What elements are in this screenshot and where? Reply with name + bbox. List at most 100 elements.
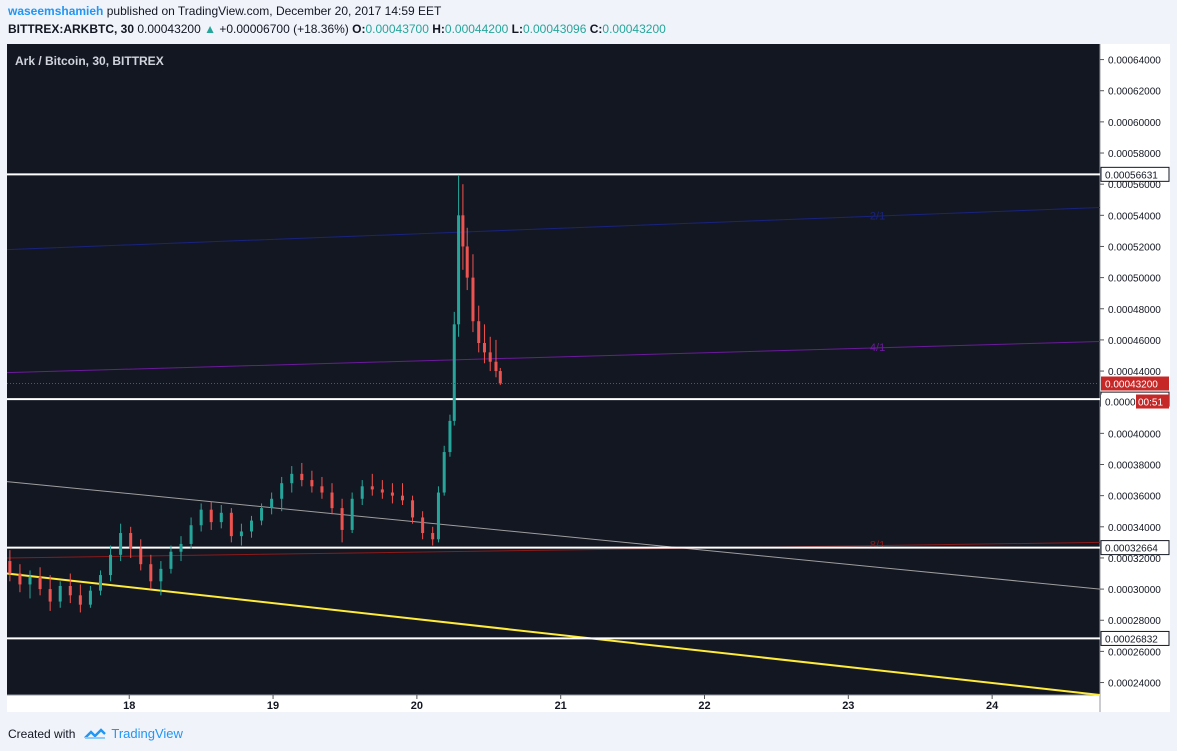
open-label: O: xyxy=(352,22,366,36)
x-tick-label: 18 xyxy=(123,700,135,712)
candle-body xyxy=(18,573,22,585)
candle-body xyxy=(169,551,173,569)
tradingview-link[interactable]: TradingView xyxy=(83,726,183,741)
level-label: 0.00026832 xyxy=(1105,634,1158,645)
candle-body xyxy=(340,508,344,530)
fan-line-label: 8/1 xyxy=(870,540,885,552)
created-with-text: Created with xyxy=(8,726,76,741)
x-tick-label: 20 xyxy=(411,700,423,712)
candle-body xyxy=(219,512,223,523)
change-value: +0.00006700 (+18.36%) xyxy=(219,22,349,36)
candle-body xyxy=(448,420,452,453)
tradingview-brand-text: TradingView xyxy=(111,726,183,741)
level-label: 0.00056631 xyxy=(1105,170,1158,181)
x-tick-label: 23 xyxy=(842,700,854,712)
candle-body xyxy=(421,517,425,534)
y-tick-label: 0.00064000 xyxy=(1108,56,1161,67)
countdown-prefix: 0.0000 xyxy=(1105,398,1136,409)
fan-line xyxy=(6,340,1101,374)
candle-body xyxy=(380,489,384,493)
price-chart[interactable]: Ark / Bitcoin, 30, BITTREX 0.00024000 0.00… xyxy=(0,40,1177,722)
x-tick-label: 24 xyxy=(986,700,999,712)
y-tick-label: 0.00058000 xyxy=(1108,149,1161,160)
y-tick-label: 0.00044000 xyxy=(1108,367,1161,378)
y-tick-label: 0.00028000 xyxy=(1108,616,1161,627)
candle-body xyxy=(300,473,304,481)
candle-body xyxy=(330,492,334,509)
y-tick-label: 0.00054000 xyxy=(1108,211,1161,222)
symbol-info: BITTREX:ARKBTC, 30 0.00043200 ▲ +0.00006… xyxy=(8,22,666,36)
candle-body xyxy=(471,277,475,322)
candle-body xyxy=(68,585,72,596)
candle-body xyxy=(199,509,203,526)
fan-line xyxy=(6,541,1101,559)
candle-body xyxy=(452,324,456,421)
candle-body xyxy=(461,215,465,247)
y-tick-label: 0.00032000 xyxy=(1108,554,1161,565)
low-value: 0.00043096 xyxy=(522,22,587,36)
candle-body xyxy=(209,509,213,523)
candle-body xyxy=(457,215,461,325)
x-tick-label: 19 xyxy=(267,700,279,712)
y-tick-label: 0.00026000 xyxy=(1108,647,1161,658)
candle-body xyxy=(88,590,92,605)
countdown-box xyxy=(1136,394,1169,409)
y-tick-label: 0.00052000 xyxy=(1108,242,1161,253)
candle-body xyxy=(260,508,264,521)
candle-body xyxy=(149,564,153,582)
y-tick-label: 0.00048000 xyxy=(1108,305,1161,316)
y-tick-label: 0.00036000 xyxy=(1108,492,1161,503)
candle-body xyxy=(159,568,163,582)
close-value: 0.00043200 xyxy=(602,22,666,36)
candle-body xyxy=(494,361,498,372)
candle-body xyxy=(249,520,253,532)
up-arrow-icon: ▲ xyxy=(204,22,216,36)
candle-body xyxy=(477,321,481,344)
symbol: BITTREX:ARKBTC, 30 xyxy=(8,22,135,36)
y-tick-label: 0.00040000 xyxy=(1108,429,1161,440)
candle-body xyxy=(270,498,274,509)
candle-body xyxy=(488,352,492,362)
candle-body xyxy=(436,492,440,540)
candle-body xyxy=(229,512,233,537)
y-tick-label: 0.00050000 xyxy=(1108,274,1161,285)
tradingview-logo-icon xyxy=(84,727,107,739)
author-link[interactable]: waseemshamieh xyxy=(8,4,104,18)
countdown-label: 00:51 xyxy=(1138,398,1163,409)
candle-body xyxy=(48,589,52,602)
candle-body xyxy=(400,495,404,501)
y-tick-label: 0.00046000 xyxy=(1108,336,1161,347)
publish-info: waseemshamieh published on TradingView.c… xyxy=(8,4,441,18)
level-label: 0.00032664 xyxy=(1105,544,1158,555)
candle-body xyxy=(370,486,374,490)
candle-body xyxy=(139,548,143,565)
candle-body xyxy=(189,525,193,544)
x-tick-label: 21 xyxy=(555,700,567,712)
candle-body xyxy=(119,533,123,555)
candle-body xyxy=(280,483,284,499)
y-tick-label: 0.00038000 xyxy=(1108,461,1161,472)
candle-body xyxy=(179,543,183,552)
candle-body xyxy=(360,486,364,499)
chart-title: Ark / Bitcoin, 30, BITTREX xyxy=(15,54,164,68)
candle-body xyxy=(290,473,294,484)
level-label-box xyxy=(1100,630,1170,646)
y-tick-label: 0.00056000 xyxy=(1108,180,1161,191)
fan-line-label: 4/1 xyxy=(870,342,885,354)
fan-line-label: 2/1 xyxy=(870,210,885,222)
trend-line-yellow xyxy=(6,572,1101,696)
y-tick-label: 0.00034000 xyxy=(1108,523,1161,534)
candle-body xyxy=(38,576,42,590)
low-label: L: xyxy=(511,22,523,36)
y-tick-label: 0.00030000 xyxy=(1108,585,1161,596)
footer: Created with TradingView xyxy=(8,726,183,741)
last-price-box xyxy=(1101,376,1169,391)
candle-body xyxy=(390,492,394,496)
open-value: 0.00043700 xyxy=(365,22,429,36)
candle-body xyxy=(465,246,469,278)
candle-body xyxy=(78,595,82,605)
candle-body xyxy=(498,371,502,384)
candle-body xyxy=(442,452,446,493)
trend-line-gray xyxy=(6,481,1101,590)
candle-body xyxy=(411,500,415,518)
